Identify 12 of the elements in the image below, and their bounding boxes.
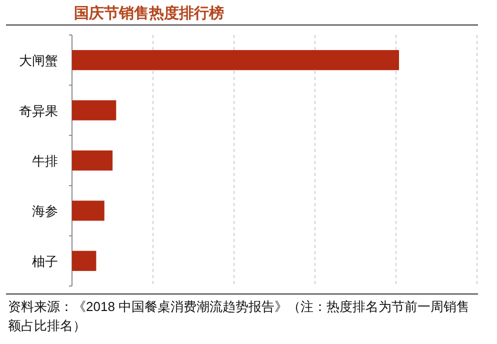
chart-title: 国庆节销售热度排行榜 [74,4,224,22]
bar [72,50,399,70]
y-tick-label: 海参 [32,204,58,219]
y-tick-label: 牛排 [32,154,58,168]
y-tick-label: 柚子 [32,254,58,269]
y-tick-label: 大闸蟹 [19,53,58,68]
text: 资料来源：《2018 中国餐桌消费潮流趋势报告》（注：热度排名为节前一周销售额占比排名） [8,298,471,335]
bar [72,250,96,271]
bar [72,200,104,221]
bar [72,100,116,120]
y-tick-label: 奇异果 [19,103,58,118]
bar [72,150,113,171]
